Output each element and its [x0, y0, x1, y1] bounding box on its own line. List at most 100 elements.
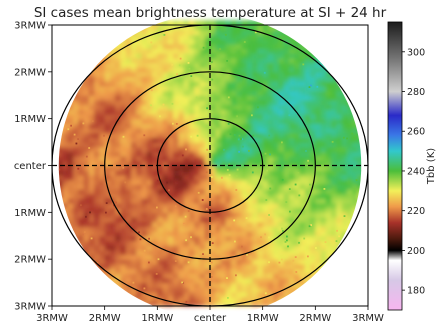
field-cell — [210, 273, 216, 279]
field-cell — [146, 34, 153, 40]
field-cell — [267, 184, 274, 190]
field-cell — [368, 208, 374, 213]
field-cell — [231, 160, 237, 167]
field-cell — [320, 57, 327, 64]
field-cell — [94, 207, 100, 213]
field-cell — [125, 71, 132, 78]
field-cell — [246, 282, 253, 288]
field-cell — [236, 231, 243, 237]
field-cell — [199, 137, 206, 143]
field-cell — [315, 81, 322, 87]
field-cell — [215, 146, 222, 153]
field-cell — [267, 29, 274, 35]
field-cell — [210, 123, 216, 129]
field-cell — [94, 34, 100, 40]
field-cell — [157, 277, 164, 284]
field-speckle — [187, 210, 190, 212]
field-cell — [73, 43, 79, 50]
field-cell — [162, 90, 169, 96]
field-cell — [368, 212, 374, 217]
field-cell — [94, 287, 100, 293]
field-cell — [141, 67, 148, 73]
field-cell — [310, 245, 316, 251]
field-cell — [352, 76, 359, 82]
field-cell — [267, 174, 274, 181]
field-cell — [88, 62, 95, 68]
field-cell — [283, 81, 290, 87]
field-cell — [178, 259, 185, 265]
field-cell — [62, 231, 69, 237]
field-cell — [173, 71, 179, 78]
field-cell — [194, 53, 201, 59]
field-cell — [267, 104, 274, 110]
field-cell — [283, 259, 290, 265]
field-cell — [131, 76, 137, 82]
field-cell — [152, 81, 158, 87]
field-cell — [88, 254, 95, 260]
field-cell — [331, 113, 337, 120]
field-cell — [58, 25, 64, 31]
field-cell — [283, 170, 290, 176]
field-speckle — [105, 211, 107, 214]
field-speckle — [91, 120, 94, 122]
field-cell — [162, 249, 169, 256]
field-cell — [157, 25, 164, 31]
field-cell — [62, 282, 69, 288]
field-cell — [289, 118, 295, 124]
field-cell — [341, 95, 348, 101]
field-cell — [336, 259, 343, 265]
field-cell — [215, 118, 222, 124]
field-cell — [299, 146, 306, 153]
field-cell — [83, 198, 90, 204]
field-cell — [289, 71, 295, 78]
field-cell — [88, 277, 95, 284]
field-cell — [283, 67, 290, 73]
field-cell — [225, 76, 232, 82]
field-cell — [220, 259, 227, 265]
field-cell — [131, 212, 137, 218]
field-cell — [125, 128, 132, 134]
field-cell — [162, 179, 169, 185]
field-cell — [331, 226, 337, 232]
field-cell — [283, 29, 290, 35]
field-cell — [241, 109, 248, 115]
field-cell — [204, 254, 211, 260]
field-cell — [346, 235, 353, 242]
field-cell — [246, 207, 253, 213]
field-cell — [199, 254, 206, 260]
field-cell — [346, 76, 353, 82]
field-cell — [109, 85, 116, 92]
field-speckle — [288, 188, 291, 190]
field-cell — [368, 25, 374, 30]
field-cell — [109, 217, 116, 223]
field-cell — [152, 146, 158, 153]
field-cell — [194, 160, 201, 167]
field-cell — [368, 114, 374, 119]
field-cell — [267, 95, 274, 101]
field-cell — [136, 296, 143, 302]
field-cell — [357, 48, 362, 54]
field-cell — [368, 166, 374, 171]
field-cell — [136, 245, 143, 251]
field-cell — [178, 99, 185, 106]
field-cell — [183, 128, 190, 134]
field-cell — [173, 53, 179, 59]
field-cell — [183, 48, 190, 54]
field-cell — [231, 146, 237, 153]
field-cell — [73, 48, 79, 54]
field-cell — [325, 207, 332, 213]
field-cell — [157, 273, 164, 279]
field-cell — [58, 179, 64, 185]
field-cell — [146, 254, 153, 260]
field-speckle — [197, 191, 200, 194]
field-cell — [289, 25, 295, 31]
field-cell — [62, 132, 69, 138]
field-cell — [215, 259, 222, 265]
field-cell — [220, 48, 227, 54]
field-cell — [236, 43, 243, 50]
field-cell — [83, 57, 90, 64]
field-cell — [136, 132, 143, 138]
field-cell — [62, 76, 69, 82]
field-cell — [88, 76, 95, 82]
field-cell — [252, 20, 258, 26]
